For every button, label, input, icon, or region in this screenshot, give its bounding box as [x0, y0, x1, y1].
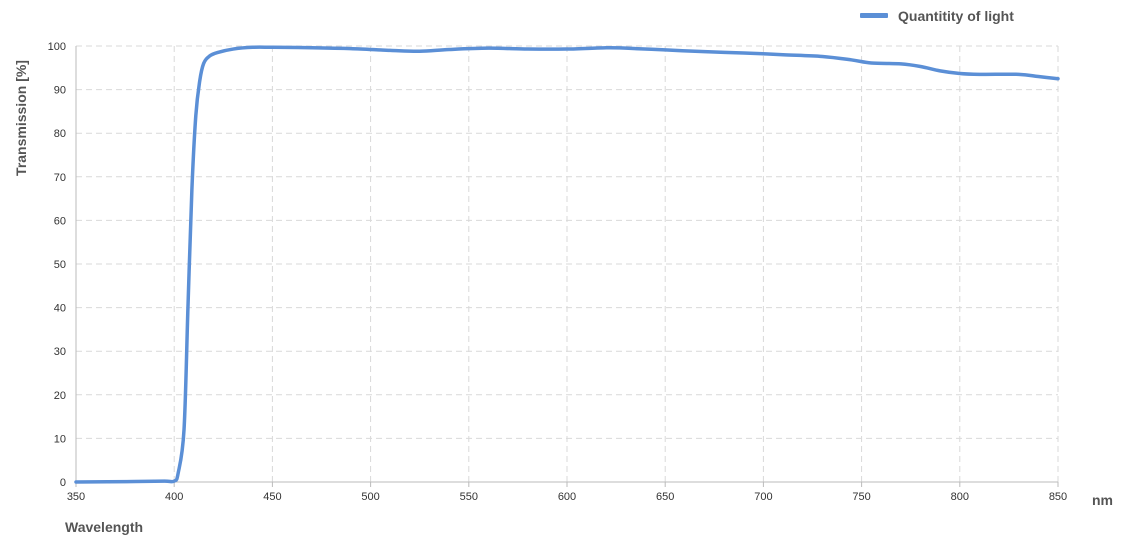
series-lines [74, 45, 1060, 484]
legend: Quantitity of light [860, 8, 1014, 24]
series-line [74, 45, 1060, 484]
y-tick-label: 90 [54, 85, 66, 97]
x-tick-label: 800 [951, 491, 969, 503]
y-tick-label: 20 [54, 390, 66, 402]
x-tick-label: 550 [460, 491, 478, 503]
x-tick-label: 850 [1049, 491, 1067, 503]
x-tick-label: 350 [67, 491, 85, 503]
x-tick-label: 500 [361, 491, 379, 503]
y-tick-label: 10 [54, 433, 66, 445]
y-tick-label: 30 [54, 346, 66, 358]
y-tick-label: 50 [54, 259, 66, 271]
x-tick-label: 700 [754, 491, 772, 503]
y-tick-label: 60 [54, 215, 66, 227]
y-tick-label: 0 [60, 477, 66, 489]
grid-lines [76, 45, 1059, 482]
x-axis-unit: nm [1092, 492, 1113, 508]
y-tick-label: 70 [54, 172, 66, 184]
y-tick-labels: 0 10 20 30 40 50 60 70 80 90 100 [48, 41, 66, 489]
x-tick-label: 400 [165, 491, 183, 503]
x-tick-label: 650 [656, 491, 674, 503]
y-tick-label: 40 [54, 303, 66, 315]
legend-label: Quantitity of light [898, 8, 1014, 24]
y-tick-label: 80 [54, 128, 66, 140]
legend-swatch [860, 13, 888, 18]
x-tick-label: 600 [558, 491, 576, 503]
y-axis-title: Transmission [%] [13, 60, 29, 176]
x-tick-label: 450 [263, 491, 281, 503]
x-axis-title: Wavelength [65, 519, 143, 535]
x-tick-label: 750 [852, 491, 870, 503]
y-tick-label: 100 [48, 41, 66, 53]
x-tick-labels: 350 400 450 500 550 600 650 700 750 800 850 [67, 491, 1067, 503]
